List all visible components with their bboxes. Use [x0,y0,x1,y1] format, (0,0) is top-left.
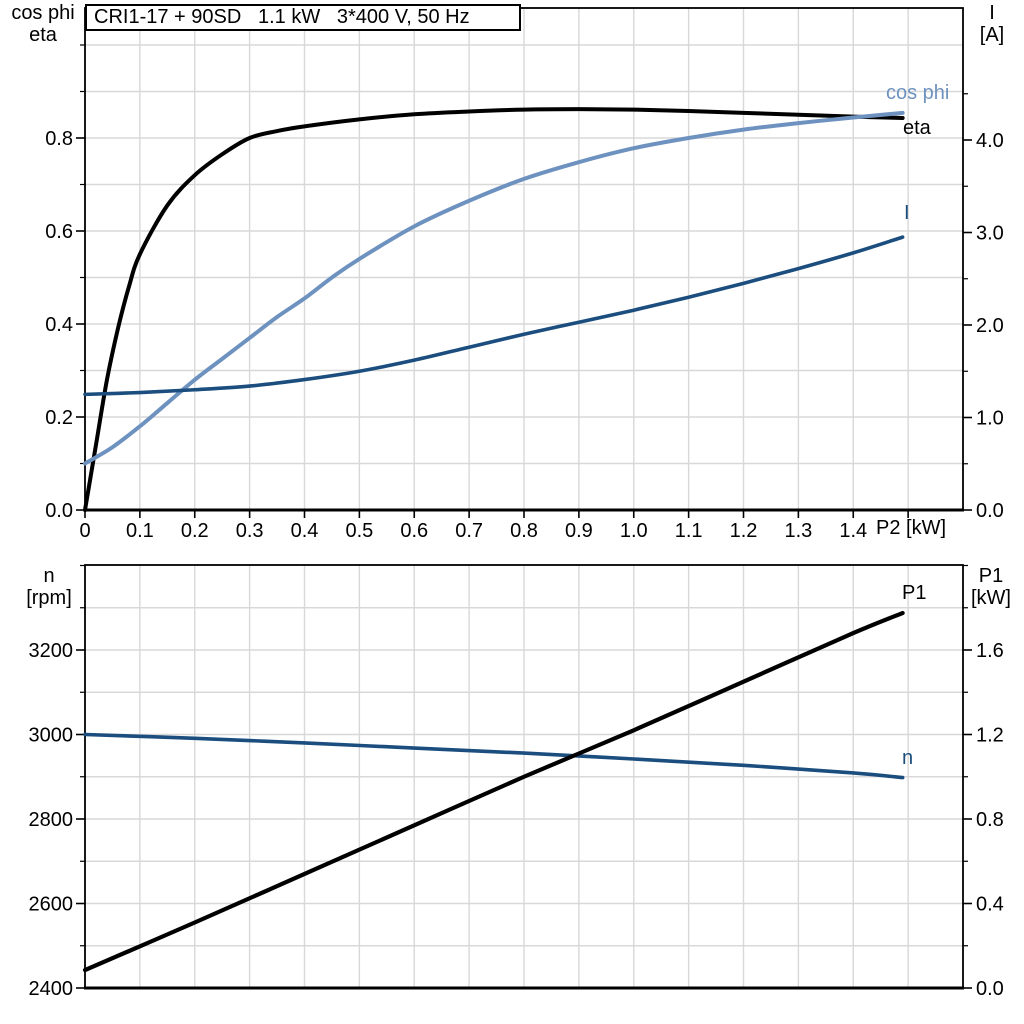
right-axis-tick-label: 0.8 [976,809,1004,831]
tick-labels: 2400 2600 2800 3000 3200 0.0 0.4 0.8 1.2 1.6 [29,640,1004,1000]
x-axis-tick-label: 0.7 [455,520,483,542]
right-axis-tick-label: 2.0 [976,315,1004,337]
bottom-right-axis-title-line1: P1 [978,565,1004,587]
left-axis-tick-label: 0.8 [45,128,73,150]
x-axis-tick-label: 1.0 [620,520,648,542]
x-axis-tick-label: 0.9 [565,520,593,542]
chart-title-box: CRI1-17 + 90SD 1.1 kW 3*400 V, 50 Hz [85,4,521,31]
curve-label-eta: eta [903,117,931,139]
tick-labels: 0.0 0.2 0.4 0.6 0.8 0.0 1.0 2.0 3.0 4.0 0 0.1 0.2 0.3… [45,128,1004,542]
x-axis-tick-label: 0 [79,520,90,542]
top-right-axis-title-line1: I [989,2,995,24]
bottom-right-axis-title-line2: [kW] [971,587,1011,609]
left-axis-tick-label: 2800 [29,809,74,831]
left-axis-tick-label: 0.4 [45,314,73,336]
right-axis-tick-label: 4.0 [976,130,1004,152]
x-axis-tick-label: 0.2 [181,520,209,542]
right-axis-tick-label: 0.0 [976,978,1004,1000]
bottom-left-axis-title-line1: n [43,565,55,587]
axis-ticks [76,44,972,518]
x-axis-tick-label: 0.8 [510,520,538,542]
curve-P1 [82,610,905,973]
curve-n [83,732,905,780]
curve-label-current: I [904,202,910,224]
x-axis-tick-label: 1.1 [675,520,703,542]
top-left-axis-title-line1: cos phi [11,2,75,24]
curve-I [83,235,905,397]
top-left-axis-title-line2: eta [29,24,57,46]
x-axis-unit-label: P2 [kW] [876,517,947,539]
right-axis-tick-label: 1.0 [976,408,1004,430]
grid [85,8,963,510]
curve-label-n: n [902,747,914,769]
left-axis-tick-label: 0.0 [45,500,73,522]
chart-2: 2400 2600 2800 3000 3200 0.0 0.4 0.8 1.2 1.6 [29,564,1004,1000]
x-axis-tick-label: 0.6 [400,520,428,542]
left-axis-tick-label: 0.6 [45,221,73,243]
left-axis-tick-label: 2400 [29,978,74,1000]
chart-1: 0.0 0.2 0.4 0.6 0.8 0.0 1.0 2.0 3.0 4.0 0 0.1 0.2 0.3… [45,7,1004,542]
x-axis-tick-label: 0.3 [236,520,264,542]
bottom-left-axis-title-line2: [rpm] [26,587,72,609]
x-axis-tick-label: 1.3 [784,520,812,542]
right-axis-tick-label: 1.2 [976,725,1004,747]
right-axis-tick-label: 3.0 [976,223,1004,245]
curve-label-p1: P1 [902,582,927,604]
curve-label-cos-phi: cos phi [886,82,950,104]
curve-cos-phi [83,110,905,466]
x-axis-tick-label: 0.1 [126,520,154,542]
axis-ticks [76,564,972,989]
x-axis-tick-label: 1.4 [839,520,867,542]
left-axis-tick-label: 3000 [29,725,74,747]
right-axis-tick-label: 1.6 [976,640,1004,662]
left-axis-tick-label: 0.2 [45,407,73,429]
right-axis-tick-label: 0.0 [976,500,1004,522]
curve-eta [83,107,905,512]
grid [85,565,963,988]
left-axis-tick-label: 3200 [29,640,74,662]
x-axis-tick-label: 0.5 [345,520,373,542]
x-axis-tick-label: 1.2 [730,520,758,542]
x-axis-tick-label: 0.4 [291,520,319,542]
right-axis-tick-label: 0.4 [976,894,1004,916]
left-axis-tick-label: 2600 [29,894,74,916]
top-right-axis-title-line2: [A] [979,24,1005,46]
